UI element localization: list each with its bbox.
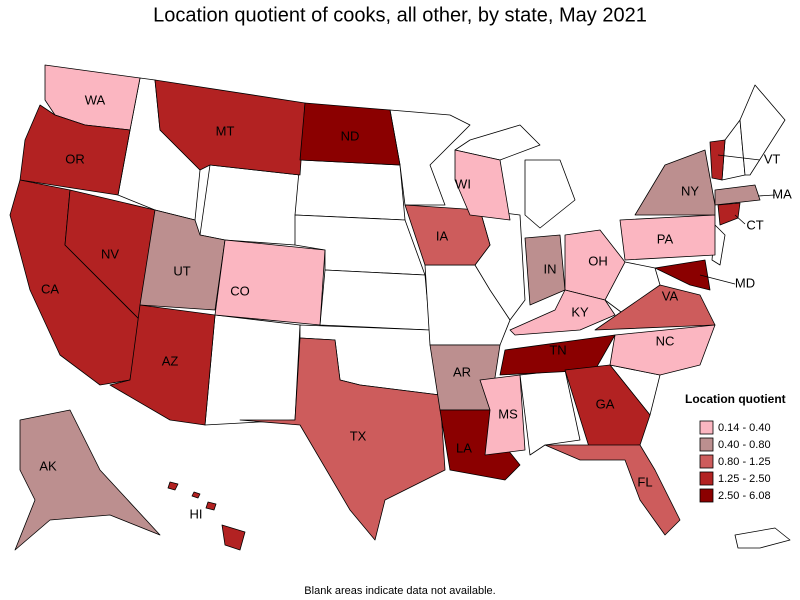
state (609, 324, 716, 376)
state-label: FL (637, 474, 652, 489)
callout (757, 194, 776, 197)
state-label: CO (230, 283, 250, 298)
state-label: NY (681, 183, 699, 198)
callout (734, 214, 746, 225)
state (619, 214, 716, 261)
state-label: IN (544, 261, 557, 276)
state-label: LA (456, 440, 472, 455)
state (191, 491, 201, 499)
legend-label: 0.40 - 0.80 (718, 439, 771, 451)
state-label: NC (656, 333, 675, 348)
state-label: MT (216, 123, 235, 138)
legend-swatch (699, 488, 714, 503)
state (319, 269, 431, 331)
state-label: VA (662, 288, 679, 303)
legend-label: 0.80 - 1.25 (718, 456, 771, 468)
state-label: OR (65, 151, 85, 166)
state (389, 109, 471, 206)
blank-states (117, 77, 791, 549)
state (739, 84, 786, 176)
state-label: TN (549, 342, 566, 357)
state (239, 337, 446, 541)
territory (734, 527, 791, 549)
state (509, 289, 616, 336)
state (204, 314, 301, 426)
callout (699, 274, 736, 285)
state-label: AR (453, 364, 471, 379)
state (479, 374, 526, 456)
state (524, 159, 576, 229)
state-label: NV (101, 246, 119, 261)
note: Blank areas indicate data not available. (304, 585, 495, 597)
state-label: ND (341, 128, 360, 143)
state (214, 239, 326, 326)
state (454, 124, 541, 161)
legend: Location quotient 0.14 - 0.40 0.40 - 0.80… (685, 392, 786, 503)
state-label: CA (41, 281, 59, 296)
state (564, 229, 626, 301)
state (594, 284, 716, 331)
state-label: IA (436, 228, 449, 243)
state-label: VT (764, 151, 781, 166)
state-label: HI (190, 506, 203, 521)
state (634, 149, 716, 216)
state (14, 409, 161, 551)
state-label: KY (571, 304, 589, 319)
state (109, 304, 216, 426)
state (294, 159, 406, 221)
state-label: AZ (162, 353, 179, 368)
state (454, 149, 511, 221)
state-label: TX (350, 428, 367, 443)
state (714, 184, 761, 206)
state-label: WA (85, 92, 106, 107)
state-label: PA (657, 231, 674, 246)
callout (717, 154, 761, 161)
state (199, 164, 301, 246)
legend-swatch (699, 454, 714, 469)
state-label: MD (735, 275, 755, 290)
legend-swatch (699, 471, 714, 486)
legend-swatch (699, 437, 714, 452)
map-title: Location quotient of cooks, all other, b… (153, 4, 647, 26)
state (19, 104, 131, 196)
state (299, 102, 401, 166)
state (544, 444, 681, 536)
state-label: MA (772, 186, 792, 201)
state (564, 364, 651, 451)
legend-title: Location quotient (685, 392, 786, 406)
state (167, 481, 179, 491)
state-label: GA (596, 396, 615, 411)
legend-swatch (699, 420, 714, 435)
state (654, 259, 711, 291)
state (205, 501, 217, 511)
state-label: OH (588, 253, 608, 268)
state-label: WI (455, 176, 471, 191)
state (717, 202, 741, 226)
state-label: MS (498, 406, 518, 421)
state (709, 139, 726, 181)
state-label: UT (173, 263, 190, 278)
legend-label: 0.14 - 0.40 (718, 422, 771, 434)
legend-label: 1.25 - 2.50 (718, 473, 771, 485)
colored-states: WA OR CA NV MT ND UT CO AZ TX AK HI IA WI IN OH KY TN AR LA… (9, 64, 792, 551)
legend-label: 2.50 - 6.08 (718, 490, 771, 502)
state-label: AK (39, 458, 57, 473)
state (221, 524, 246, 551)
state-label: CT (746, 217, 763, 232)
